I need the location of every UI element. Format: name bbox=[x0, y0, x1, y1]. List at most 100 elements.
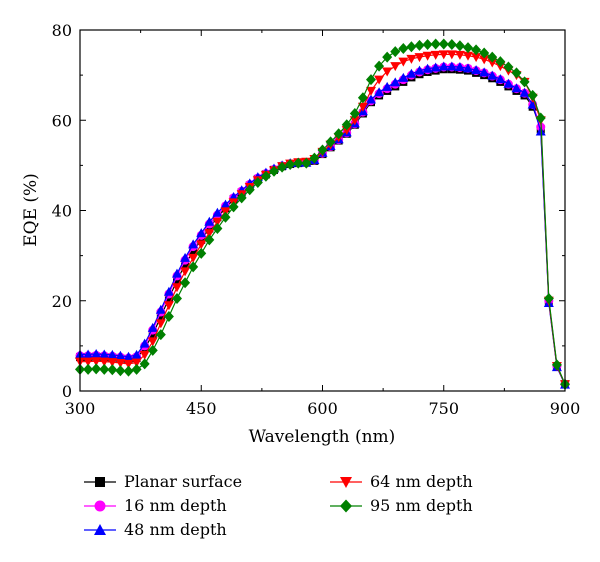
data-point-planar-surface bbox=[205, 224, 214, 233]
data-point-planar-surface bbox=[197, 235, 206, 244]
data-point-95-nm-depth bbox=[341, 119, 352, 131]
data-point-48-nm-depth bbox=[220, 199, 231, 209]
data-point-95-nm-depth bbox=[293, 157, 304, 169]
data-point-95-nm-depth bbox=[511, 67, 522, 79]
legend: Planar surface 16 nm depth 48 nm depth 64 n… bbox=[84, 472, 473, 539]
data-point-48-nm-depth bbox=[180, 252, 191, 262]
data-point-95-nm-depth bbox=[430, 38, 441, 50]
data-point-95-nm-depth bbox=[366, 74, 376, 86]
data-point-48-nm-depth bbox=[471, 65, 482, 75]
data-point-95-nm-depth bbox=[527, 89, 538, 101]
data-point-48-nm-depth bbox=[139, 338, 150, 348]
data-point-95-nm-depth bbox=[228, 201, 239, 213]
y-tick-label: 0 bbox=[62, 382, 72, 401]
data-point-64-nm-depth bbox=[357, 102, 368, 112]
x-tick-label: 600 bbox=[307, 399, 338, 418]
data-point-95-nm-depth bbox=[236, 192, 247, 204]
data-point-95-nm-depth bbox=[349, 107, 360, 119]
data-point-95-nm-depth bbox=[519, 76, 530, 88]
data-point-64-nm-depth bbox=[414, 53, 425, 63]
data-point-64-nm-depth bbox=[463, 51, 473, 61]
data-point-95-nm-depth bbox=[252, 177, 263, 189]
data-point-64-nm-depth bbox=[487, 58, 498, 68]
data-point-48-nm-depth bbox=[147, 322, 158, 332]
data-point-48-nm-depth bbox=[487, 70, 498, 80]
data-point-64-nm-depth bbox=[212, 217, 223, 227]
data-point-planar-surface bbox=[189, 247, 198, 256]
data-point-planar-surface bbox=[156, 312, 165, 321]
data-point-95-nm-depth bbox=[390, 46, 401, 58]
data-point-95-nm-depth bbox=[551, 359, 562, 371]
data-point-48-nm-depth bbox=[495, 74, 506, 84]
data-point-48-nm-depth bbox=[204, 216, 215, 226]
data-point-48-nm-depth bbox=[398, 72, 409, 82]
data-point-95-nm-depth bbox=[374, 60, 385, 72]
legend-label: 16 nm depth bbox=[124, 496, 227, 515]
data-point-48-nm-depth bbox=[366, 94, 376, 104]
data-point-95-nm-depth bbox=[422, 38, 433, 50]
data-point-95-nm-depth bbox=[107, 364, 118, 376]
data-point-95-nm-depth bbox=[155, 329, 166, 341]
data-point-64-nm-depth bbox=[139, 350, 150, 360]
y-tick-label: 40 bbox=[52, 202, 72, 221]
data-point-95-nm-depth bbox=[495, 56, 506, 68]
data-point-48-nm-depth bbox=[155, 304, 166, 314]
data-point-64-nm-depth bbox=[91, 357, 102, 367]
data-point-95-nm-depth bbox=[463, 42, 473, 54]
data-point-64-nm-depth bbox=[204, 229, 215, 239]
data-point-planar-surface bbox=[181, 260, 190, 269]
data-point-64-nm-depth bbox=[422, 51, 433, 61]
data-point-95-nm-depth bbox=[83, 363, 94, 375]
data-point-95-nm-depth bbox=[277, 161, 288, 173]
legend-label: 48 nm depth bbox=[124, 520, 227, 539]
data-point-48-nm-depth bbox=[99, 349, 110, 359]
data-point-48-nm-depth bbox=[479, 67, 490, 77]
plot-area bbox=[75, 38, 570, 390]
data-point-64-nm-depth bbox=[446, 50, 457, 60]
data-point-planar-surface bbox=[173, 276, 181, 285]
data-point-48-nm-depth bbox=[188, 239, 199, 249]
y-axis-title: EQE (%) bbox=[21, 173, 41, 247]
data-point-64-nm-depth bbox=[430, 50, 441, 60]
data-point-64-nm-depth bbox=[390, 62, 401, 72]
data-point-48-nm-depth bbox=[196, 228, 207, 238]
data-point-64-nm-depth bbox=[398, 57, 409, 67]
legend-item: Planar surface bbox=[84, 472, 242, 491]
data-point-95-nm-depth bbox=[479, 47, 490, 59]
data-point-64-nm-depth bbox=[366, 86, 376, 96]
data-point-95-nm-depth bbox=[91, 363, 102, 375]
legend-item: 64 nm depth bbox=[330, 472, 473, 491]
data-point-95-nm-depth bbox=[543, 292, 554, 304]
data-point-64-nm-depth bbox=[107, 358, 118, 368]
data-point-64-nm-depth bbox=[438, 50, 449, 60]
data-point-48-nm-depth bbox=[463, 63, 473, 73]
data-point-95-nm-depth bbox=[398, 43, 409, 55]
data-point-64-nm-depth bbox=[99, 357, 110, 367]
data-point-planar-surface bbox=[148, 330, 157, 339]
data-point-64-nm-depth bbox=[155, 319, 166, 329]
x-axis-title: Wavelength (nm) bbox=[249, 427, 396, 447]
y-tick-label: 80 bbox=[52, 21, 72, 40]
data-point-64-nm-depth bbox=[196, 240, 207, 250]
data-point-64-nm-depth bbox=[163, 301, 174, 311]
series-64-nm-depth bbox=[75, 50, 570, 390]
x-tick-label: 900 bbox=[550, 399, 581, 418]
data-point-95-nm-depth bbox=[382, 51, 393, 63]
legend-label: 95 nm depth bbox=[370, 496, 473, 515]
legend-item: 16 nm depth bbox=[84, 496, 227, 515]
data-point-95-nm-depth bbox=[535, 112, 546, 124]
data-point-48-nm-depth bbox=[519, 87, 530, 97]
data-point-95-nm-depth bbox=[325, 136, 336, 148]
legend-item: 95 nm depth bbox=[330, 496, 473, 515]
data-point-48-nm-depth bbox=[390, 77, 401, 87]
data-point-64-nm-depth bbox=[123, 359, 134, 369]
data-point-64-nm-depth bbox=[374, 75, 385, 85]
data-point-48-nm-depth bbox=[83, 349, 94, 359]
legend-marker bbox=[340, 477, 352, 488]
axes: 300 450 600 750 900 0 20 40 60 80 bbox=[52, 21, 581, 418]
data-point-95-nm-depth bbox=[212, 223, 223, 235]
data-point-64-nm-depth bbox=[115, 359, 126, 369]
data-point-95-nm-depth bbox=[446, 38, 457, 50]
data-point-95-nm-depth bbox=[285, 158, 296, 170]
